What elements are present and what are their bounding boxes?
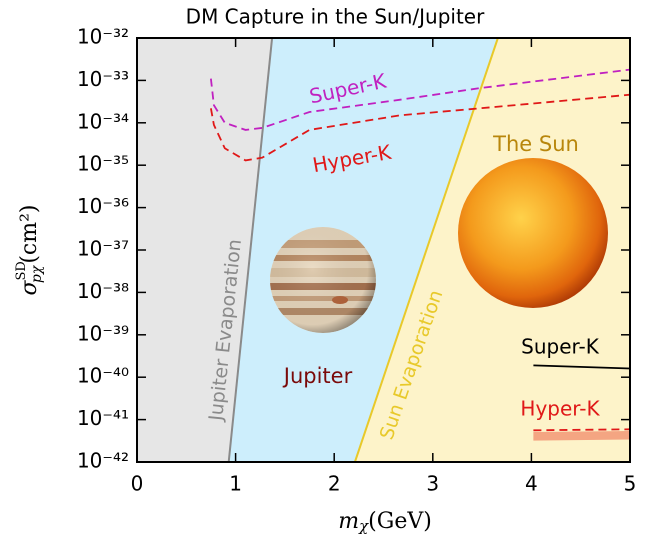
y-tick-label: 10⁻³⁵: [77, 152, 129, 176]
region-label: The Sun: [492, 132, 579, 156]
x-tick-label: 3: [426, 472, 439, 496]
y-axis-label: σSDpχ(cm²): [14, 205, 46, 296]
y-tick-label: 10⁻³⁹: [77, 321, 129, 345]
y-tick-label: 10⁻⁴⁰: [77, 364, 129, 388]
series-line: [210, 68, 630, 131]
x-tick-label: 0: [131, 472, 144, 496]
jupiter-image: [270, 227, 376, 333]
planets: [270, 158, 608, 333]
x-tick-label: 4: [525, 472, 538, 496]
series-line: [210, 93, 630, 162]
series-label: Super-K: [521, 335, 600, 359]
sun-image: [458, 158, 608, 308]
y-label-sub: pχ: [29, 264, 45, 283]
series-line: [533, 364, 630, 370]
region: [137, 38, 273, 462]
x-label-unit: (GeV): [368, 509, 432, 534]
y-tick-label: 10⁻³⁸: [77, 279, 129, 303]
y-label-sup: SD: [14, 261, 29, 280]
series-label: Hyper-K: [520, 397, 600, 421]
x-axis-label: mχ(GeV): [338, 509, 432, 535]
y-tick-label: 10⁻⁴¹: [77, 406, 129, 430]
y-tick-label: 10⁻³⁷: [77, 237, 129, 261]
y-tick-label: 10⁻³⁶: [77, 194, 129, 218]
y-tick-label: 10⁻⁴²: [77, 449, 129, 473]
boundary-line: [227, 37, 274, 463]
x-label-sub: χ: [358, 517, 369, 535]
y-label-unit: (cm²): [17, 205, 42, 264]
y-label-symbol: σ: [17, 280, 42, 296]
x-tick-label: 2: [328, 472, 341, 496]
y-tick-label: 10⁻³⁴: [77, 109, 129, 133]
y-tick-label: 10⁻³²: [77, 25, 129, 49]
x-label-symbol: m: [338, 509, 359, 534]
plot-area: [210, 68, 630, 441]
y-tick-label: 10⁻³³: [77, 67, 129, 91]
region-label: Jupiter: [282, 364, 353, 388]
chart-title: DM Capture in the Sun/Jupiter: [186, 5, 485, 29]
axes: 0 1 2 3 4 5 10⁻⁴² 10⁻⁴¹ 10⁻⁴⁰ 10⁻³⁹ 10⁻³⁸ 10⁻³⁷ 10⁻³…: [77, 25, 636, 496]
x-tick-label: 1: [229, 472, 242, 496]
x-tick-label: 5: [624, 472, 637, 496]
error-band: [533, 430, 630, 441]
series-line: [533, 428, 630, 432]
